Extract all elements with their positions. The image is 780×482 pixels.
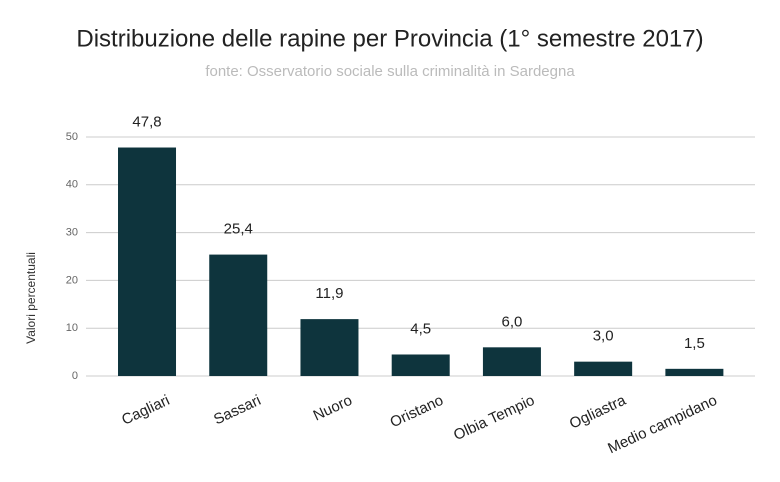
value-label: 6,0 <box>501 313 522 330</box>
y-tick-label: 0 <box>72 370 78 382</box>
x-tick-label: Cagliari <box>119 392 172 429</box>
bar <box>665 368 724 376</box>
x-tick-label: Sassari <box>211 392 264 429</box>
chart-title: Distribuzione delle rapine per Provincia… <box>76 25 703 52</box>
value-label: 4,5 <box>410 320 431 337</box>
value-label: 11,9 <box>315 285 343 302</box>
bar <box>574 361 633 376</box>
x-tick-label: Oristano <box>387 392 446 431</box>
bar <box>209 254 268 376</box>
value-label: 3,0 <box>593 328 614 345</box>
y-axis-title: Valori percentuali <box>24 252 38 344</box>
x-tick-label: Nuoro <box>311 392 355 425</box>
value-label: 47,8 <box>132 113 161 130</box>
value-label: 25,4 <box>224 221 253 238</box>
bar <box>391 354 450 376</box>
chart-subtitle: fonte: Osservatorio sociale sulla crimin… <box>205 63 575 80</box>
bar <box>118 147 177 376</box>
y-tick-label: 30 <box>66 227 78 239</box>
value-label: 1,5 <box>684 335 705 352</box>
bar <box>300 319 359 376</box>
y-tick-label: 20 <box>66 274 78 286</box>
y-tick-label: 40 <box>66 179 78 191</box>
y-tick-label: 50 <box>66 131 78 143</box>
y-tick-label: 10 <box>66 322 78 334</box>
x-tick-label: Ogliastra <box>567 392 629 433</box>
x-tick-label: Olbia Tempio <box>451 392 537 444</box>
bar <box>482 347 541 376</box>
